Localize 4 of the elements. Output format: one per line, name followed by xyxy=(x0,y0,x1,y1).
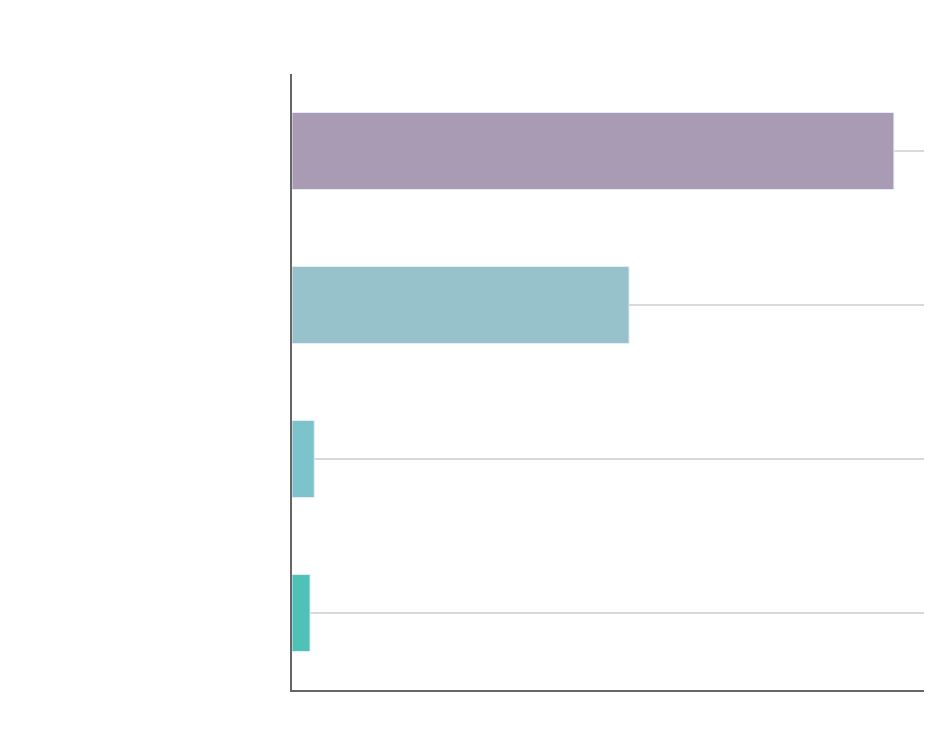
bar xyxy=(292,574,311,652)
bar xyxy=(292,112,895,190)
bar xyxy=(292,420,315,498)
bar xyxy=(292,266,630,344)
